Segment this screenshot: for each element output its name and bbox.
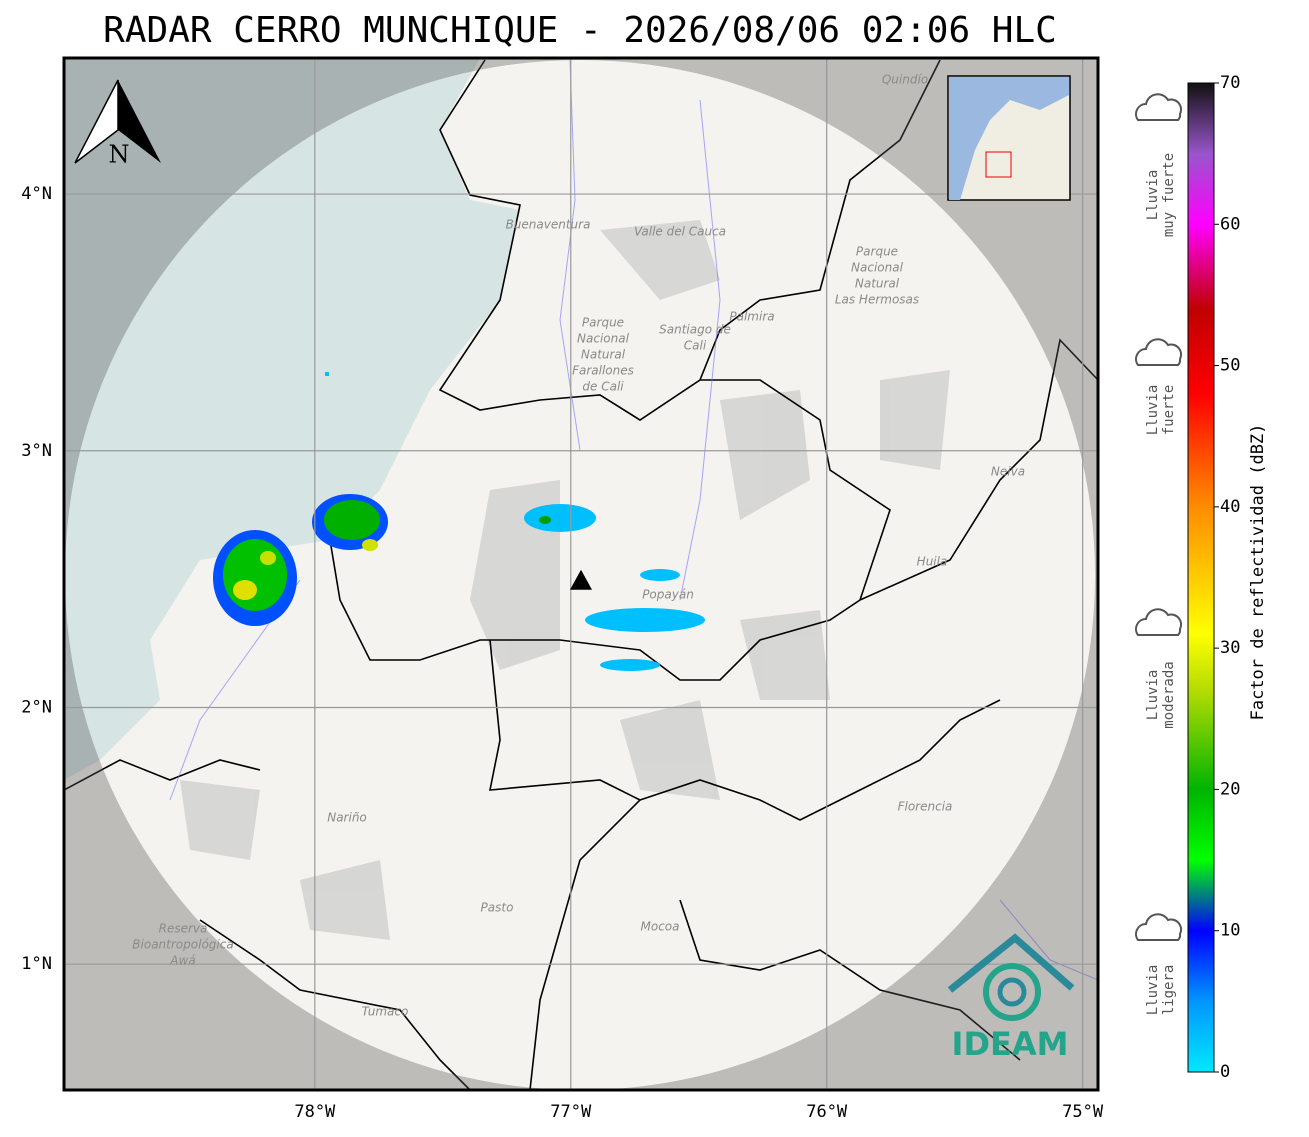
north-arrow: N [74, 79, 161, 169]
place-label: Farallones [572, 364, 634, 378]
place-label: Parque [856, 245, 898, 259]
colorbar-tick-label: 20 [1220, 779, 1240, 799]
colorbar-tick-label: 30 [1220, 638, 1240, 658]
place-label: Quindío [882, 73, 928, 87]
colorbar-ticks: 0 10 20 30 40 50 60 70 [1214, 73, 1240, 1082]
rain-icon [1135, 913, 1183, 941]
place-label: Palmira [729, 310, 774, 324]
place-label: Nacional [577, 332, 630, 346]
place-label: Buenaventura [506, 218, 591, 232]
logo-text: IDEAM [952, 1025, 1069, 1063]
inset-map [947, 75, 1071, 201]
place-label: de Cali [582, 380, 624, 394]
colorbar-label: Factor de reflectividad (dBZ) [1248, 424, 1268, 721]
place-label: Las Hermosas [835, 293, 919, 307]
colorbar-tick-label: 70 [1220, 73, 1240, 93]
place-label: Natural [581, 348, 626, 362]
radar-echoes [213, 372, 705, 671]
lon-tick-label: 75°W [1062, 1102, 1104, 1122]
lat-tick-label: 4°N [21, 184, 52, 204]
rain-level-label: muy fuerte [1161, 153, 1177, 237]
place-label: Nacional [851, 261, 904, 275]
rain-level-label: Lluvia [1145, 965, 1161, 1016]
radar-site [570, 569, 592, 590]
colorbar-tick-label: 10 [1220, 921, 1240, 941]
rain-level-label: Lluvia [1145, 670, 1161, 721]
graticule [64, 58, 1098, 1090]
lat-tick-label: 1°N [21, 954, 52, 974]
place-label: Nariño [327, 811, 367, 825]
map-frame [62, 56, 1100, 1092]
rain-level-label: ligera [1161, 965, 1177, 1016]
place-label: Mocoa [641, 920, 680, 934]
rain-icon [1135, 93, 1183, 121]
place-label: Valle del Cauca [634, 225, 726, 239]
map-area: Quindío Buenaventura Valle del Cauca Santia… [64, 58, 1098, 1090]
lat-tick-label: 2°N [21, 697, 52, 717]
place-label: Popayán [642, 588, 694, 602]
colorbar-tick-label: 40 [1220, 497, 1240, 517]
borders [64, 59, 1098, 1090]
lon-tick-label: 77°W [550, 1102, 592, 1122]
colorbar-tick-label: 50 [1220, 356, 1240, 376]
colorbar [1187, 82, 1215, 1073]
place-label: Natural [855, 277, 900, 291]
place-label: Neiva [991, 465, 1025, 479]
place-label: Tumaco [362, 1005, 409, 1019]
place-label: Huila [917, 555, 948, 569]
place-label: Bioantropológica [132, 938, 233, 952]
place-label: Awá [169, 954, 195, 968]
rain-level-label: moderada [1161, 661, 1177, 728]
lat-tick-label: 3°N [21, 441, 52, 461]
place-label: Parque [582, 316, 624, 330]
place-label: Santiago de [659, 323, 731, 337]
rain-icon [1135, 608, 1183, 636]
place-label: Reserva [159, 922, 208, 936]
title: RADAR CERRO MUNCHIQUE - 2026/08/06 02:06… [103, 10, 1057, 51]
logo: IDEAM [947, 933, 1075, 1063]
lon-tick-label: 76°W [806, 1102, 848, 1122]
lon-tick-label: 78°W [294, 1102, 336, 1122]
colorbar-tick-label: 0 [1220, 1062, 1230, 1082]
colorbar-tick-label: 60 [1220, 214, 1240, 234]
place-label: Florencia [898, 800, 953, 814]
rain-level-label: Lluvia [1145, 385, 1161, 436]
relief [180, 220, 950, 940]
rain-level-label: Lluvia [1145, 170, 1161, 221]
rain-icon [1135, 338, 1183, 366]
place-label: Cali [684, 339, 707, 353]
places: Quindío Buenaventura Valle del Cauca Santia… [132, 73, 1025, 1019]
north-label: N [109, 141, 130, 169]
rain-level-label: fuerte [1161, 385, 1177, 436]
place-label: Pasto [481, 901, 514, 915]
ocean [64, 58, 520, 780]
